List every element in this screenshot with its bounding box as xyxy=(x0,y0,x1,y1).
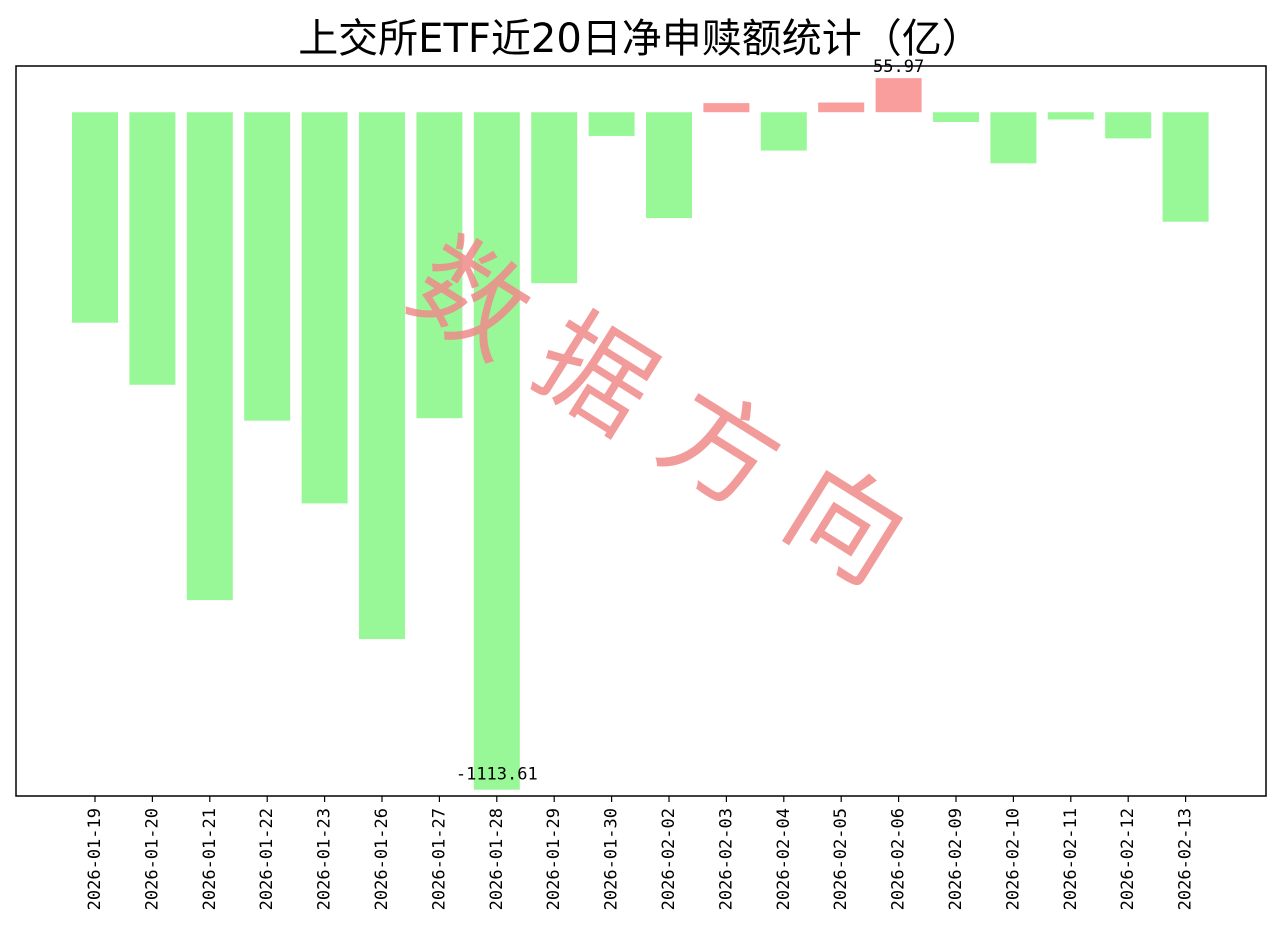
bar-2026-01-22 xyxy=(244,112,291,421)
x-tick-label-2026-01-22: 2026-01-22 xyxy=(257,808,277,910)
x-tick-label-2026-02-02: 2026-02-02 xyxy=(659,808,679,910)
x-tick-label-2026-01-20: 2026-01-20 xyxy=(142,808,162,910)
x-tick-label-2026-02-10: 2026-02-10 xyxy=(1003,808,1023,910)
x-tick-label-2026-02-06: 2026-02-06 xyxy=(889,808,909,910)
x-tick-label-2026-01-27: 2026-01-27 xyxy=(429,808,449,910)
x-tick-label-2026-01-23: 2026-01-23 xyxy=(315,808,335,910)
bar-2026-02-12 xyxy=(1105,112,1152,139)
x-tick-label-2026-01-21: 2026-01-21 xyxy=(200,808,220,910)
bar-2026-02-11 xyxy=(1047,112,1094,120)
watermark-char-3: 向 xyxy=(763,440,927,610)
bar-2026-02-10 xyxy=(990,112,1037,164)
bar-2026-02-05 xyxy=(818,102,865,113)
bar-2026-01-30 xyxy=(588,112,635,136)
bar-2026-01-19 xyxy=(72,112,118,323)
bar-2026-01-21 xyxy=(186,112,233,601)
bar-2026-02-09 xyxy=(933,112,979,122)
bar-2026-02-06 xyxy=(875,78,922,113)
x-tick-label-2026-02-12: 2026-02-12 xyxy=(1118,808,1138,910)
bar-2026-01-26 xyxy=(359,112,405,640)
x-tick-label-2026-02-04: 2026-02-04 xyxy=(774,808,794,910)
x-tick-label-2026-01-19: 2026-01-19 xyxy=(85,808,105,910)
bar-2026-02-13 xyxy=(1162,112,1209,222)
x-tick-label-2026-02-09: 2026-02-09 xyxy=(946,808,966,910)
x-tick-label-2026-01-26: 2026-01-26 xyxy=(372,808,392,910)
x-axis: 2026-01-19 2026-01-20 2026-01-21 2026-01-22… xyxy=(85,796,1196,910)
bar-2026-01-20 xyxy=(129,112,176,385)
watermark-char-2: 方 xyxy=(638,365,802,535)
bar-2026-02-02 xyxy=(646,112,692,219)
x-tick-label-2026-02-13: 2026-02-13 xyxy=(1176,808,1196,910)
bar-2026-02-04 xyxy=(760,112,807,151)
bar-2026-01-29 xyxy=(531,112,578,284)
x-tick-label-2026-02-03: 2026-02-03 xyxy=(716,808,736,910)
watermark-char-1: 据 xyxy=(513,290,677,460)
watermark-char-0: 数 xyxy=(388,215,552,385)
value-label-2026-02-06: 55.97 xyxy=(873,57,924,77)
x-tick-label-2026-01-28: 2026-01-28 xyxy=(487,808,507,910)
x-tick-label-2026-02-11: 2026-02-11 xyxy=(1061,808,1081,910)
x-tick-label-2026-01-29: 2026-01-29 xyxy=(544,808,564,910)
value-label-2026-01-28: -1113.61 xyxy=(456,765,538,785)
value-labels-layer: 55.97 -1113.61 xyxy=(456,57,924,785)
bar-2026-01-23 xyxy=(301,112,348,504)
plot-area-frame xyxy=(15,65,1267,797)
x-tick-label-2026-02-05: 2026-02-05 xyxy=(831,808,851,910)
bar-2026-01-27 xyxy=(416,112,463,419)
bar-2026-01-28 xyxy=(473,112,520,790)
bars-layer xyxy=(72,78,1209,790)
x-tick-label-2026-01-30: 2026-01-30 xyxy=(602,808,622,910)
chart-title: 上交所ETF近20日净申赎额统计（亿） xyxy=(298,16,982,62)
bar-2026-02-03 xyxy=(703,103,750,113)
